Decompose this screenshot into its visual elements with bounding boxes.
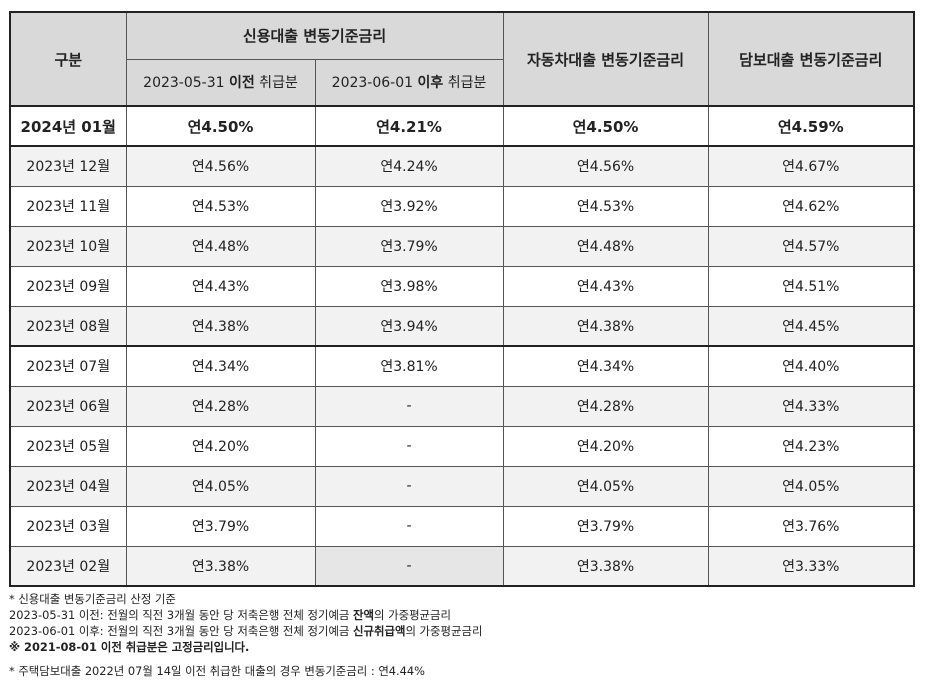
row-credit-after: 연4.24% bbox=[314, 145, 504, 187]
row-credit-after: 연3.92% bbox=[314, 185, 504, 227]
footnote-fixed-rate: ※ 2021-08-01 이전 취급분은 고정금리입니다. bbox=[9, 640, 250, 654]
footnotes: * 신용대출 변동기준금리 산정 기준 2023-05-31 이전: 전월의 직… bbox=[9, 591, 914, 679]
row-credit-after: - bbox=[314, 425, 504, 467]
row-credit-after: 연3.81% bbox=[314, 345, 504, 387]
row-month: 2023년 12월 bbox=[9, 145, 127, 187]
row-credit-after: 연3.79% bbox=[314, 225, 504, 267]
row-month: 2023년 04월 bbox=[9, 465, 127, 507]
row-auto-rate: 연3.38% bbox=[502, 545, 709, 587]
row-credit-before: 연4.43% bbox=[125, 265, 316, 307]
row-month: 2023년 08월 bbox=[9, 305, 127, 347]
row-month: 2023년 07월 bbox=[9, 345, 127, 387]
row-auto-rate: 연4.56% bbox=[502, 145, 709, 187]
base-rate-table: 구분 신용대출 변동기준금리 자동차대출 변동기준금리 담보대출 변동기준금리 … bbox=[9, 11, 916, 587]
row-mortgage-rate: 연4.59% bbox=[707, 105, 915, 147]
header-credit-after: 2023-06-01 이후 취급분 bbox=[314, 58, 504, 107]
row-mortgage-rate: 연4.40% bbox=[707, 345, 915, 387]
table-row: 2023년 10월 연4.48% 연3.79% 연4.48% 연4.57% bbox=[9, 225, 915, 267]
row-credit-after: 연4.21% bbox=[314, 105, 504, 147]
header-mortgage-loan: 담보대출 변동기준금리 bbox=[707, 11, 915, 107]
header-credit-group: 신용대출 변동기준금리 bbox=[125, 11, 504, 60]
row-auto-rate: 연4.53% bbox=[502, 185, 709, 227]
table-row: 2023년 03월 연3.79% - 연3.79% 연3.76% bbox=[9, 505, 915, 547]
row-mortgage-rate: 연4.45% bbox=[707, 305, 915, 347]
row-auto-rate: 연4.48% bbox=[502, 225, 709, 267]
row-auto-rate: 연4.20% bbox=[502, 425, 709, 467]
row-month: 2023년 02월 bbox=[9, 545, 127, 587]
row-auto-rate: 연4.28% bbox=[502, 385, 709, 427]
row-credit-after: 연3.94% bbox=[314, 305, 504, 347]
row-month: 2023년 09월 bbox=[9, 265, 127, 307]
row-auto-rate: 연4.38% bbox=[502, 305, 709, 347]
row-credit-after: 연3.98% bbox=[314, 265, 504, 307]
row-mortgage-rate: 연4.51% bbox=[707, 265, 915, 307]
row-credit-before: 연4.53% bbox=[125, 185, 316, 227]
row-credit-before: 연4.56% bbox=[125, 145, 316, 187]
row-mortgage-rate: 연4.23% bbox=[707, 425, 915, 467]
row-credit-before: 연4.50% bbox=[125, 105, 316, 147]
table-row: 2023년 08월 연4.38% 연3.94% 연4.38% 연4.45% bbox=[9, 305, 915, 347]
row-month: 2023년 06월 bbox=[9, 385, 127, 427]
row-mortgage-rate: 연3.33% bbox=[707, 545, 915, 587]
table-row-current: 2024년 01월 연4.50% 연4.21% 연4.50% 연4.59% bbox=[9, 105, 915, 147]
row-credit-before: 연4.34% bbox=[125, 345, 316, 387]
row-mortgage-rate: 연3.76% bbox=[707, 505, 915, 547]
row-credit-before: 연4.20% bbox=[125, 425, 316, 467]
header-auto-loan: 자동차대출 변동기준금리 bbox=[502, 11, 709, 107]
footnote-before-criteria: 2023-05-31 이전: 전월의 직전 3개월 동안 당 저축은행 전체 정… bbox=[9, 608, 451, 622]
row-credit-after: - bbox=[314, 545, 504, 587]
row-auto-rate: 연4.43% bbox=[502, 265, 709, 307]
table-row: 2023년 05월 연4.20% - 연4.20% 연4.23% bbox=[9, 425, 915, 467]
row-credit-before: 연4.48% bbox=[125, 225, 316, 267]
row-credit-before: 연4.05% bbox=[125, 465, 316, 507]
table-row: 2023년 07월 연4.34% 연3.81% 연4.34% 연4.40% bbox=[9, 345, 915, 387]
row-mortgage-rate: 연4.67% bbox=[707, 145, 915, 187]
row-credit-after: - bbox=[314, 465, 504, 507]
row-credit-before: 연4.38% bbox=[125, 305, 316, 347]
footnote-criteria-title: * 신용대출 변동기준금리 산정 기준 bbox=[9, 592, 176, 606]
row-month: 2023년 11월 bbox=[9, 185, 127, 227]
row-mortgage-rate: 연4.05% bbox=[707, 465, 915, 507]
row-month: 2023년 03월 bbox=[9, 505, 127, 547]
table-row: 2023년 11월 연4.53% 연3.92% 연4.53% 연4.62% bbox=[9, 185, 915, 227]
row-credit-before: 연4.28% bbox=[125, 385, 316, 427]
table-header: 구분 신용대출 변동기준금리 자동차대출 변동기준금리 담보대출 변동기준금리 … bbox=[9, 11, 915, 107]
row-mortgage-rate: 연4.62% bbox=[707, 185, 915, 227]
footnote-after-criteria: 2023-06-01 이후: 전월의 직전 3개월 동안 당 저축은행 전체 정… bbox=[9, 624, 483, 638]
row-auto-rate: 연3.79% bbox=[502, 505, 709, 547]
table-body: 2024년 01월 연4.50% 연4.21% 연4.50% 연4.59% 2023년 1… bbox=[9, 105, 915, 587]
row-credit-before: 연3.38% bbox=[125, 545, 316, 587]
header-category: 구분 bbox=[9, 11, 127, 107]
table-row: 2023년 06월 연4.28% - 연4.28% 연4.33% bbox=[9, 385, 915, 427]
row-auto-rate: 연4.50% bbox=[502, 105, 709, 147]
table-row: 2023년 04월 연4.05% - 연4.05% 연4.05% bbox=[9, 465, 915, 507]
table-row: 2023년 02월 연3.38% - 연3.38% 연3.33% bbox=[9, 545, 915, 587]
row-month: 2023년 05월 bbox=[9, 425, 127, 467]
row-auto-rate: 연4.34% bbox=[502, 345, 709, 387]
footnote-mortgage-rate: * 주택담보대출 2022년 07월 14일 이전 취급한 대출의 경우 변동기… bbox=[9, 664, 425, 678]
row-month: 2023년 10월 bbox=[9, 225, 127, 267]
table-row: 2023년 09월 연4.43% 연3.98% 연4.43% 연4.51% bbox=[9, 265, 915, 307]
row-credit-after: - bbox=[314, 505, 504, 547]
header-credit-before: 2023-05-31 이전 취급분 bbox=[125, 58, 316, 107]
row-mortgage-rate: 연4.57% bbox=[707, 225, 915, 267]
row-month: 2024년 01월 bbox=[9, 105, 127, 147]
row-auto-rate: 연4.05% bbox=[502, 465, 709, 507]
table-row: 2023년 12월 연4.56% 연4.24% 연4.56% 연4.67% bbox=[9, 145, 915, 187]
row-mortgage-rate: 연4.33% bbox=[707, 385, 915, 427]
row-credit-before: 연3.79% bbox=[125, 505, 316, 547]
row-credit-after: - bbox=[314, 385, 504, 427]
